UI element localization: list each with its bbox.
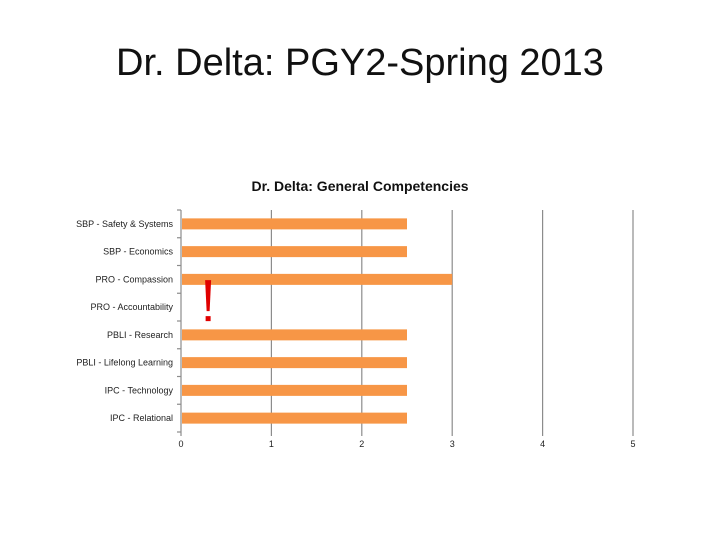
chart-grid <box>177 209 634 436</box>
x-tick-label: 0 <box>178 439 183 449</box>
bar <box>182 273 453 285</box>
category-labels: SBP - Safety & Systems SBP - Economics PRO… <box>76 219 173 423</box>
x-tick-label: 4 <box>540 439 545 449</box>
exclamation-dot <box>205 316 211 322</box>
bar <box>182 218 407 230</box>
bar <box>182 329 407 341</box>
x-tick-label: 1 <box>269 439 274 449</box>
exclamation-annotation <box>205 280 212 322</box>
bar <box>182 384 407 396</box>
exclamation-stroke <box>205 280 212 312</box>
chart-annotation <box>205 280 212 322</box>
category-label: SBP - Economics <box>103 247 173 257</box>
bar <box>182 246 407 258</box>
slide-title: Dr. Delta: PGY2-Spring 2013 <box>116 42 604 84</box>
category-label: IPC - Relational <box>110 413 173 423</box>
tick-labels: 0 1 2 3 4 5 <box>178 439 635 449</box>
x-tick-label: 2 <box>359 439 364 449</box>
x-tick-label: 3 <box>450 439 455 449</box>
chart-bars <box>182 218 453 424</box>
category-label: PRO - Accountability <box>90 302 173 312</box>
bar <box>182 412 407 424</box>
chart-title: Dr. Delta: General Competencies <box>251 178 468 194</box>
category-label: PBLI - Research <box>107 330 173 340</box>
x-tick-label: 5 <box>630 439 635 449</box>
category-label: IPC - Technology <box>105 385 174 395</box>
bar <box>182 357 407 369</box>
category-label: PBLI - Lifelong Learning <box>76 358 173 368</box>
category-label: SBP - Safety & Systems <box>76 219 173 229</box>
category-label: PRO - Compassion <box>95 274 173 284</box>
